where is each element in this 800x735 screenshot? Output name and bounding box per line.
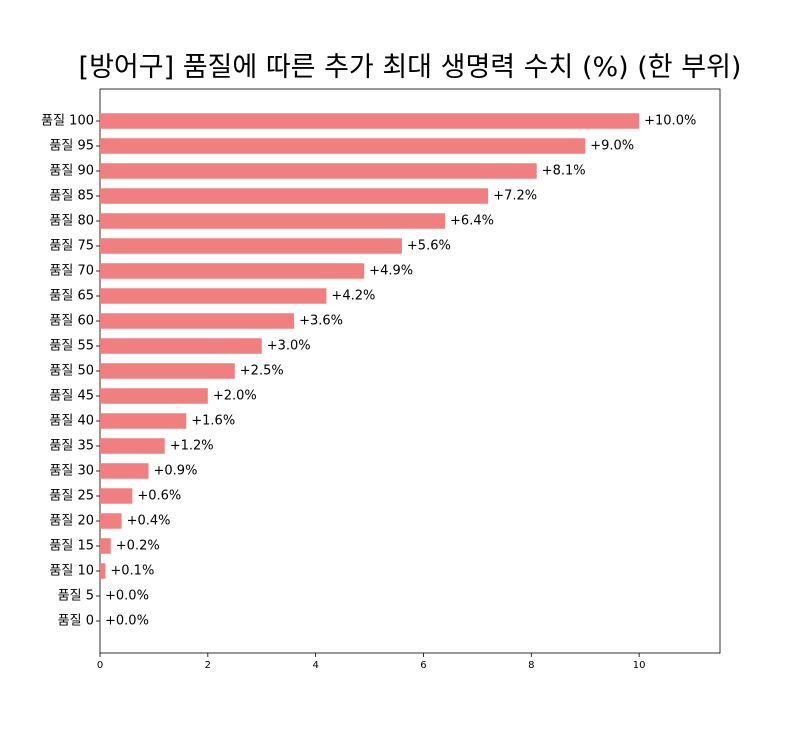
- bar: [100, 188, 489, 204]
- x-tick-label: 2: [205, 660, 211, 671]
- value-label: +0.2%: [116, 539, 160, 554]
- value-label: +0.1%: [110, 564, 154, 579]
- category-label: 품질 20: [49, 514, 94, 529]
- value-label: +7.2%: [493, 189, 537, 204]
- category-label: 품질 75: [49, 239, 94, 254]
- value-label: +0.4%: [127, 514, 171, 529]
- value-label: +4.9%: [369, 264, 413, 279]
- category-label: 품질 80: [49, 214, 94, 229]
- value-label: +0.0%: [105, 589, 149, 604]
- bar: [100, 238, 402, 254]
- x-tick-label: 10: [633, 660, 646, 671]
- category-label: 품질 50: [49, 364, 94, 379]
- value-label: +3.6%: [299, 314, 343, 329]
- chart-title: [방어구] 품질에 따른 추가 최대 생명력 수치 (%) (한 부위): [79, 52, 742, 83]
- bar: [100, 538, 111, 554]
- category-labels-group: 품질 100 품질 95 품질 90 품질 85 품질 80 품질 75 품질 70 품질 6…: [41, 114, 100, 629]
- value-label: +4.2%: [331, 289, 375, 304]
- value-label: +6.4%: [450, 214, 494, 229]
- value-label: +8.1%: [542, 164, 586, 179]
- value-label: +0.9%: [154, 464, 198, 479]
- bar: [100, 513, 122, 529]
- value-label: +0.0%: [105, 614, 149, 629]
- value-label: +10.0%: [644, 114, 696, 129]
- bar: [100, 138, 586, 154]
- bar: [100, 413, 187, 429]
- category-label: 품질 15: [49, 539, 94, 554]
- value-label: +0.6%: [137, 489, 181, 504]
- bar: [100, 463, 149, 479]
- x-axis-ticks-group: 0 2 4 6 8 10: [97, 653, 646, 671]
- value-label: +2.0%: [213, 389, 257, 404]
- bar: [100, 338, 262, 354]
- bar: [100, 563, 106, 579]
- value-labels-group: +10.0% +9.0% +8.1% +7.2% +6.4% +5.6% +4.9% +4.2…: [105, 114, 696, 629]
- bar: [100, 288, 327, 304]
- category-label: 품질 90: [49, 164, 94, 179]
- value-label: +9.0%: [590, 139, 634, 154]
- category-label: 품질 100: [41, 114, 94, 129]
- category-label: 품질 40: [49, 414, 94, 429]
- x-tick-label: 8: [528, 660, 534, 671]
- bars-group: [100, 113, 640, 579]
- category-label: 품질 65: [49, 289, 94, 304]
- x-tick-label: 6: [420, 660, 426, 671]
- bar: [100, 363, 235, 379]
- category-label: 품질 10: [49, 564, 94, 579]
- x-tick-label: 4: [312, 660, 318, 671]
- category-label: 품질 25: [49, 489, 94, 504]
- x-tick-label: 0: [97, 660, 103, 671]
- value-label: +1.2%: [170, 439, 214, 454]
- bar: [100, 113, 640, 129]
- bar: [100, 313, 295, 329]
- category-label: 품질 70: [49, 264, 94, 279]
- category-label: 품질 60: [49, 314, 94, 329]
- category-label: 품질 35: [49, 439, 94, 454]
- category-label: 품질 0: [58, 614, 94, 629]
- value-label: +3.0%: [267, 339, 311, 354]
- category-label: 품질 95: [49, 139, 94, 154]
- bar: [100, 438, 165, 454]
- bar: [100, 263, 365, 279]
- bar: [100, 388, 208, 404]
- bar: [100, 488, 133, 504]
- bar: [100, 163, 537, 179]
- category-label: 품질 5: [58, 589, 94, 604]
- category-label: 품질 45: [49, 389, 94, 404]
- category-label: 품질 55: [49, 339, 94, 354]
- value-label: +5.6%: [407, 239, 451, 254]
- value-label: +1.6%: [191, 414, 235, 429]
- category-label: 품질 30: [49, 464, 94, 479]
- category-label: 품질 85: [49, 189, 94, 204]
- bar: [100, 213, 446, 229]
- value-label: +2.5%: [240, 364, 284, 379]
